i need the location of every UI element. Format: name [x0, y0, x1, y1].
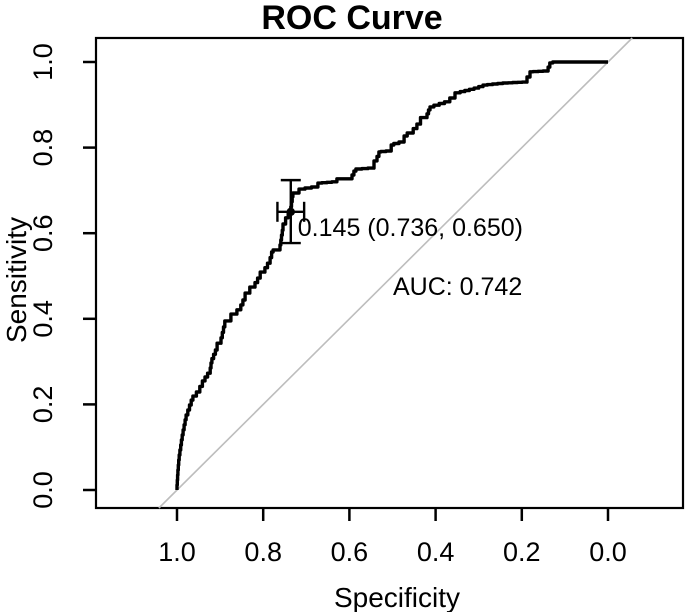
- y-tick-label: 0.6: [28, 214, 58, 252]
- y-tick-label: 0.0: [28, 471, 58, 509]
- threshold-annotation: 0.145 (0.736, 0.650): [298, 214, 523, 242]
- y-tick-label: 1.0: [28, 43, 58, 81]
- diagonal-reference-line: [158, 37, 633, 509]
- y-tick-label: 0.2: [28, 386, 58, 424]
- x-axis-title: Specificity: [334, 582, 460, 612]
- x-axis-ticks: 1.0 0.8 0.6 0.4 0.2 0.0: [158, 508, 627, 567]
- x-tick-label: 1.0: [158, 537, 196, 567]
- y-axis-ticks: 0.0 0.2 0.4 0.6 0.8 1.0: [28, 43, 96, 509]
- y-tick-label: 0.8: [28, 129, 58, 167]
- best-threshold-point: [286, 207, 295, 216]
- roc-curve-line: [175, 60, 608, 490]
- x-tick-label: 0.2: [503, 537, 541, 567]
- auc-annotation: AUC: 0.742: [393, 273, 522, 301]
- x-tick-label: 0.6: [331, 537, 369, 567]
- x-tick-label: 0.8: [244, 537, 282, 567]
- y-axis-title: Sensitivity: [1, 217, 32, 343]
- y-tick-label: 0.4: [28, 300, 58, 338]
- chart-title: ROC Curve: [261, 0, 442, 37]
- plot-box-border: [94, 36, 685, 510]
- x-tick-label: 0.0: [589, 537, 627, 567]
- x-tick-label: 0.4: [417, 537, 455, 567]
